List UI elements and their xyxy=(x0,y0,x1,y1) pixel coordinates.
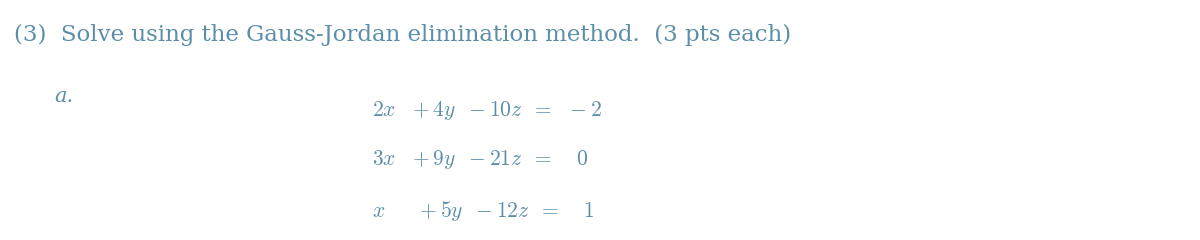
Text: (3)  Solve using the Gauss-Jordan elimination method.  (3 pts each): (3) Solve using the Gauss-Jordan elimina… xyxy=(14,24,792,46)
Text: a.: a. xyxy=(54,86,73,106)
Text: $2x \;\;\, +4y \;\; -10z \;\; = \;\; -2$: $2x \;\;\, +4y \;\; -10z \;\; = \;\; -2$ xyxy=(372,99,602,122)
Text: $x \;\;\;\;\;\; +5y \;\; -12z \;\; = \;\;\;\; 1$: $x \;\;\;\;\;\; +5y \;\; -12z \;\; = \;\… xyxy=(372,199,594,223)
Text: $3x \;\;\, +9y \;\; -21z \;\; = \;\;\;\; 0$: $3x \;\;\, +9y \;\; -21z \;\; = \;\;\;\;… xyxy=(372,148,588,171)
